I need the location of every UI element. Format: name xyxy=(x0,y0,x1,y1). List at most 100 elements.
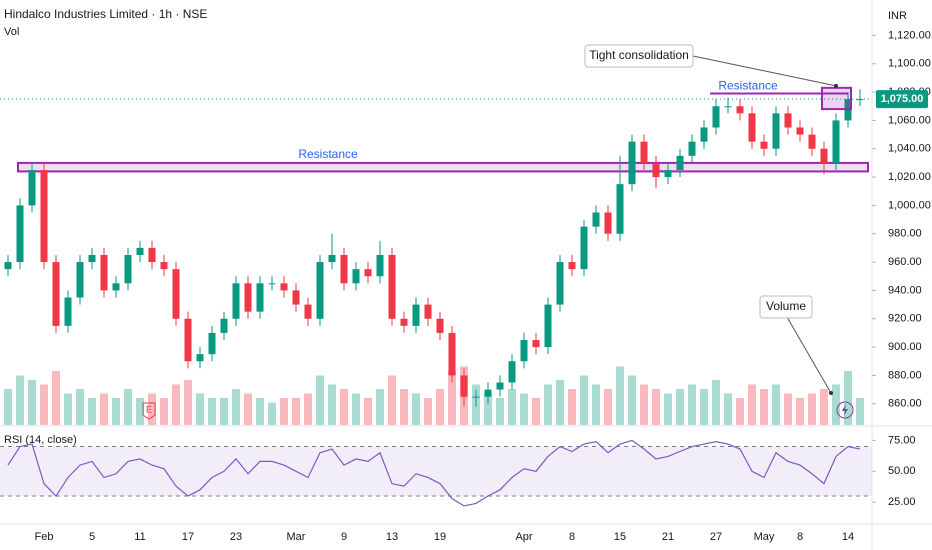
candle-body xyxy=(484,389,492,397)
candle-body xyxy=(100,255,108,291)
volume-bar xyxy=(676,389,684,425)
x-tick-label: 14 xyxy=(842,531,854,543)
volume-label: Vol xyxy=(4,26,19,38)
candle-body xyxy=(784,113,792,128)
y-tick-label: 900.00 xyxy=(888,341,922,353)
volume-bar xyxy=(640,384,648,425)
candle-body xyxy=(796,127,804,135)
volume-bar xyxy=(580,375,588,425)
candle-body xyxy=(304,304,312,319)
candle-body xyxy=(280,283,288,291)
callout-line xyxy=(786,316,832,394)
candle-body xyxy=(508,361,516,383)
candle-body xyxy=(292,290,300,305)
candle-body xyxy=(592,212,600,227)
x-tick-label: 11 xyxy=(134,531,145,543)
candle-body xyxy=(652,162,660,178)
volume-bar xyxy=(616,366,624,425)
earnings-letter: E xyxy=(146,404,152,414)
earnings-icon[interactable]: E xyxy=(142,402,156,420)
volume-bar xyxy=(412,393,420,425)
candle-body xyxy=(196,354,204,362)
volume-bar xyxy=(184,380,192,425)
x-tick-label: 9 xyxy=(341,531,347,543)
y-tick-label: 1,040.00 xyxy=(888,143,931,155)
volume-bar xyxy=(604,389,612,425)
earnings-marker[interactable] xyxy=(142,402,156,420)
candle-body xyxy=(676,155,684,170)
candle-body xyxy=(16,205,24,263)
candle-body xyxy=(532,340,540,348)
volume-bar xyxy=(280,398,288,425)
volume-bar xyxy=(88,398,96,425)
x-tick-label: Mar xyxy=(287,531,306,543)
candle-body xyxy=(268,283,276,285)
last-price-label: 1,075.00 xyxy=(881,93,924,105)
candle-body xyxy=(88,255,96,263)
x-tick-label: Feb xyxy=(35,531,54,543)
chart-title: Hindalco Industries Limited · 1h · NSE xyxy=(4,7,207,21)
resistance-label: Resistance xyxy=(718,79,778,93)
candle-body xyxy=(472,396,480,398)
volume-bar xyxy=(808,393,816,425)
rsi-tick-label: 25.00 xyxy=(888,496,916,508)
callout-box xyxy=(759,295,813,319)
candle-body xyxy=(148,247,156,263)
callout-line xyxy=(692,55,837,87)
candle-body xyxy=(772,113,780,149)
volume-bar xyxy=(712,380,720,425)
volume-bar xyxy=(628,375,636,425)
volume-bar xyxy=(172,384,180,425)
y-tick-label: 1,060.00 xyxy=(888,114,931,126)
candle-body xyxy=(688,141,696,156)
candle-body xyxy=(256,283,264,312)
volume-bar xyxy=(520,393,528,425)
volume-bar xyxy=(100,393,108,425)
callout-box xyxy=(584,44,694,68)
candle-body xyxy=(568,262,576,270)
candle-body xyxy=(184,318,192,362)
x-tick-label: May xyxy=(754,531,775,543)
x-tick-label: 13 xyxy=(386,531,398,543)
candle-body xyxy=(76,262,84,298)
volume-bar xyxy=(112,398,120,425)
volume-bar xyxy=(52,371,60,425)
callout-text: Tight consolidation xyxy=(589,48,689,62)
dividend-icon[interactable] xyxy=(836,401,854,419)
rsi-line xyxy=(7,439,861,507)
volume-bar xyxy=(592,384,600,425)
volume-bar xyxy=(268,402,276,425)
volume-bar xyxy=(376,389,384,425)
rsi-title: RSI (14, close) xyxy=(4,434,77,446)
x-tick-label: 5 xyxy=(89,531,95,543)
y-tick-label: 960.00 xyxy=(888,256,922,268)
y-tick-label: 1,020.00 xyxy=(888,171,931,183)
volume-bar xyxy=(424,398,432,425)
candle-body xyxy=(448,332,456,376)
volume-bar xyxy=(448,371,456,425)
candle-body xyxy=(604,212,612,234)
candle-body xyxy=(640,141,648,163)
candle-body xyxy=(760,141,768,149)
event-bolt xyxy=(842,404,848,416)
volume-bar xyxy=(352,393,360,425)
candle-body xyxy=(376,255,384,277)
y-tick-label: 1,120.00 xyxy=(888,29,931,41)
candle-body xyxy=(160,262,168,270)
volume-bar xyxy=(160,398,168,425)
volume-bar xyxy=(856,398,864,425)
candle-body xyxy=(700,127,708,142)
volume-bar xyxy=(436,389,444,425)
candle-body xyxy=(124,255,132,284)
volume-bar xyxy=(28,380,36,425)
candle-body xyxy=(616,184,624,234)
resistance-label: Resistance xyxy=(298,147,358,161)
candle-body xyxy=(28,170,36,206)
y-tick-label: 1,000.00 xyxy=(888,199,931,211)
candle-body xyxy=(232,283,240,319)
last-price-tag xyxy=(876,90,928,109)
candle-body xyxy=(628,141,636,185)
candle-body xyxy=(112,283,120,291)
rsi-tick-label: 75.00 xyxy=(888,434,916,446)
